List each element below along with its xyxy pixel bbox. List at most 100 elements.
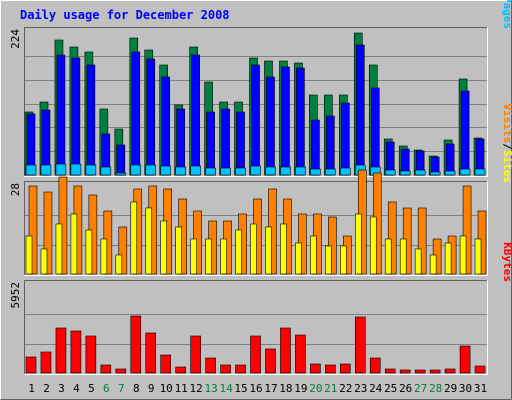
bar-sites-day-31	[474, 238, 482, 275]
bar-kbytes-day-21	[325, 364, 336, 374]
bar-kbytes-day-6	[100, 364, 112, 374]
bar-sites-day-21	[325, 245, 332, 275]
chart-title: Daily usage for December 2008	[20, 8, 230, 22]
bar-sites-day-20	[310, 235, 317, 275]
bar-kbytes-day-7	[115, 368, 127, 374]
bar-sites-day-17	[265, 226, 272, 275]
series-legend: Visits/Sites	[501, 104, 512, 184]
x-tick-label: 16	[249, 382, 262, 395]
bar-files-day-29	[445, 143, 455, 176]
bar-kbytes-day-8	[130, 315, 142, 374]
bar-kbytes-day-31	[474, 365, 486, 374]
x-tick-label: 20	[309, 382, 322, 395]
bar-kbytes-day-3	[55, 327, 67, 374]
bar-pages-day-28	[429, 171, 441, 176]
bar-kbytes-day-1	[25, 356, 37, 374]
bar-sites-day-4	[70, 213, 78, 275]
x-tick-label: 8	[133, 382, 140, 395]
bar-pages-day-10	[160, 165, 172, 176]
bar-kbytes-day-27	[414, 369, 426, 374]
bar-kbytes-day-5	[85, 335, 97, 374]
x-tick-label: 11	[175, 382, 188, 395]
bar-sites-day-9	[145, 207, 153, 275]
bar-sites-day-28	[429, 254, 437, 275]
bar-pages-day-22	[340, 167, 351, 176]
bar-kbytes-day-12	[190, 335, 201, 374]
bar-kbytes-day-9	[145, 332, 157, 374]
panel-hits-files-pages: 224 Hits/Files/Pages	[9, 0, 512, 177]
legend-pages: Pages	[501, 0, 512, 29]
bar-sites-day-26	[399, 238, 407, 275]
legend-kbytes: KBytes	[501, 242, 512, 282]
bar-files-day-16	[251, 64, 260, 176]
bar-files-day-23	[355, 44, 365, 176]
bar-visits-day-30	[462, 185, 472, 275]
x-tick-label: 9	[148, 382, 155, 395]
bar-files-day-30	[460, 90, 470, 176]
legend-sites: Sites	[501, 150, 512, 183]
bar-pages-day-19	[295, 166, 306, 176]
bar-files-day-20	[311, 119, 320, 176]
bar-kbytes-day-2	[40, 351, 52, 374]
bar-sites-day-30	[459, 235, 467, 275]
bar-pages-day-14	[220, 167, 231, 176]
x-tick-label: 24	[369, 382, 383, 395]
bar-files-day-24	[370, 87, 380, 176]
bar-sites-day-2	[40, 248, 48, 275]
chart-panels: 224 Hits/Files/Pages 28 Visits/Sites 5952 KBy…	[9, 0, 512, 375]
bar-kbytes-day-15	[235, 364, 246, 374]
bar-sites-day-5	[85, 229, 93, 275]
bar-pages-day-25	[384, 169, 396, 176]
bar-files-day-22	[341, 102, 350, 176]
bar-pages-day-29	[444, 170, 456, 176]
bar-sites-day-3	[55, 223, 63, 275]
bar-files-day-17	[266, 76, 275, 176]
bar-kbytes-day-23	[354, 316, 366, 374]
bar-visits-day-7	[118, 226, 128, 275]
y-max-label: 224	[9, 29, 22, 49]
x-tick-label: 30	[459, 382, 472, 395]
bar-files-day-7	[116, 144, 126, 176]
bar-pages-day-13	[205, 167, 216, 176]
x-tick-label: 19	[294, 382, 307, 395]
bar-pages-day-27	[414, 169, 426, 176]
bar-sites-day-13	[205, 238, 212, 275]
bar-sites-day-12	[190, 238, 197, 275]
bar-sites-day-6	[100, 238, 108, 275]
legend-separator: /	[501, 143, 512, 150]
x-tick-label: 18	[279, 382, 292, 395]
bar-sites-day-18	[280, 223, 287, 275]
y-max-label: 5952	[9, 282, 22, 309]
bar-kbytes-day-4	[70, 330, 82, 374]
bar-pages-day-15	[235, 167, 246, 176]
bar-visits-day-1	[28, 185, 38, 275]
bar-files-day-11	[176, 108, 185, 176]
y-max-label: 28	[9, 183, 22, 196]
bar-pages-day-11	[175, 166, 186, 176]
bar-files-day-3	[56, 54, 66, 176]
legend-visits: Visits	[501, 104, 512, 144]
bar-files-day-10	[161, 76, 171, 176]
x-tick-label: 31	[474, 382, 487, 395]
x-tick-label: 17	[264, 382, 277, 395]
bar-sites-day-23	[354, 213, 362, 275]
bar-sites-day-8	[130, 201, 138, 275]
bar-files-day-14	[221, 108, 230, 176]
x-tick-label: 2	[43, 382, 50, 395]
bar-kbytes-day-16	[250, 335, 261, 374]
bar-pages-day-21	[325, 168, 336, 176]
bar-pages-day-2	[40, 164, 52, 176]
bar-pages-day-3	[55, 163, 67, 176]
bar-pages-day-18	[280, 166, 291, 176]
x-tick-label: 15	[234, 382, 247, 395]
bar-pages-day-16	[250, 165, 261, 176]
bar-pages-day-31	[474, 168, 486, 176]
bar-kbytes-day-17	[265, 348, 276, 374]
bar-files-day-18	[281, 66, 290, 176]
x-tick-label: 27	[414, 382, 427, 395]
bar-sites-day-25	[384, 238, 392, 275]
bar-kbytes-day-24	[369, 357, 381, 374]
bar-pages-day-9	[145, 164, 157, 176]
bar-sites-day-19	[295, 242, 302, 275]
